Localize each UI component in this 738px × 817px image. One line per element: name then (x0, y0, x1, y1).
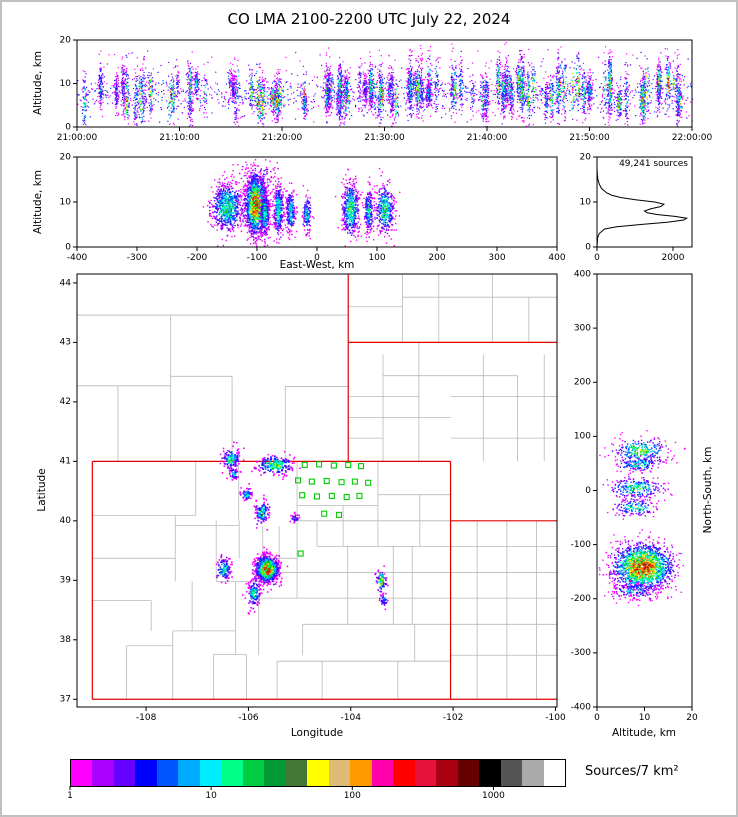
colorbar-segment (371, 760, 394, 786)
colorbar-segment (500, 760, 523, 786)
colorbar-segment (285, 760, 308, 786)
colorbar-segment (328, 760, 351, 786)
colorbar-tick-label: 1 (67, 791, 73, 801)
source-count-annotation: 49,241 sources (619, 159, 688, 169)
axis-label-altitude-time-panel: Altitude, km (32, 50, 44, 116)
colorbar-segment (414, 760, 437, 786)
colorbar-segment (242, 760, 265, 786)
colorbar-segment (457, 760, 480, 786)
colorbar-segment (393, 760, 415, 786)
colorbar-segment (92, 760, 114, 786)
colorbar-segment (436, 760, 458, 786)
colorbar-segment (479, 760, 501, 786)
colorbar-segment (221, 760, 243, 786)
colorbar-segment (350, 760, 372, 786)
colorbar-segment (178, 760, 200, 786)
colorbar-segment (264, 760, 286, 786)
colorbar-segment (135, 760, 157, 786)
axis-label-altitude-ew-panel: Altitude, km (32, 169, 44, 235)
colorbar-tick-label: 1000 (481, 791, 505, 801)
colorbar (70, 759, 566, 787)
axis-label-east-west: East-West, km (279, 259, 355, 271)
axis-label-north-south: North-South, km (702, 446, 714, 534)
colorbar-segment (543, 760, 566, 786)
colorbar-label: Sources/7 km² (585, 764, 679, 779)
colorbar-segment (307, 760, 329, 786)
axis-label-altitude-ns-panel: Altitude, km (611, 727, 677, 739)
axis-label-longitude: Longitude (290, 727, 344, 739)
colorbar-tick-label: 10 (205, 791, 217, 801)
page-title: CO LMA 2100-2200 UTC July 22, 2024 (227, 10, 511, 28)
axis-label-latitude: Latitude (36, 468, 48, 512)
colorbar-tick-label: 100 (343, 791, 361, 801)
colorbar-segment (156, 760, 179, 786)
colorbar-segment (199, 760, 222, 786)
colorbar-segment (71, 760, 93, 786)
colorbar-segment (113, 760, 136, 786)
colorbar-segment (522, 760, 544, 786)
